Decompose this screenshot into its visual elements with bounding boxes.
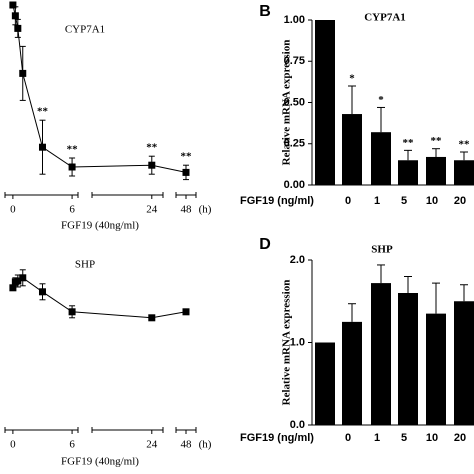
- y-tick-label: 0.0: [290, 419, 305, 431]
- y-axis-label: Relative mRNA expression: [281, 40, 293, 166]
- data-point: [19, 69, 27, 77]
- x-tick-label: 0: [10, 439, 16, 451]
- bar: [371, 132, 391, 185]
- data-line: [12, 277, 187, 319]
- bar: [315, 20, 335, 185]
- y-tick-label: 0.00: [284, 179, 305, 191]
- x-tick-label: 1: [374, 195, 380, 207]
- data-point: [11, 12, 19, 20]
- significance: **: [181, 151, 193, 163]
- significance: **: [146, 142, 158, 154]
- x-tick-label: 10: [426, 195, 438, 207]
- significance: **: [403, 137, 415, 149]
- data-point: [68, 308, 76, 316]
- significance: **: [37, 106, 49, 118]
- bar: [454, 301, 474, 425]
- data-point: [148, 161, 156, 169]
- panel-title: SHP: [371, 244, 393, 256]
- x-tick-label: 0: [10, 204, 16, 216]
- y-axis-label: Relative mRNA expression: [281, 280, 293, 406]
- significance: **: [431, 135, 443, 147]
- bar: [398, 160, 418, 185]
- panel-title: CYP7A1: [364, 12, 406, 24]
- x-axis-label: FGF19 (ng/ml): [240, 432, 314, 444]
- x-axis-unit: (h): [199, 204, 212, 216]
- data-point: [182, 168, 190, 176]
- x-tick-label: 6: [69, 439, 75, 451]
- x-tick-label: 48: [181, 439, 193, 451]
- x-tick-label: 5: [401, 432, 407, 444]
- panel-title: SHP: [75, 259, 95, 271]
- data-point: [68, 163, 76, 171]
- y-tick-label: 1.0: [290, 336, 305, 348]
- x-axis-label: FGF19 (40ng/ml): [61, 456, 139, 468]
- x-tick-label: 20: [454, 432, 466, 444]
- panel-title: CYP7A1: [65, 24, 105, 36]
- panel-letter: B: [259, 3, 271, 20]
- bar: [398, 293, 418, 425]
- bar: [342, 114, 362, 185]
- bar: [315, 342, 335, 425]
- significance: *: [349, 73, 355, 85]
- x-tick-label: 0: [345, 195, 351, 207]
- data-point: [38, 288, 46, 296]
- x-axis-label: FGF19 (40ng/ml): [61, 220, 139, 232]
- x-tick-label: 48: [181, 204, 193, 216]
- x-tick-label: 24: [146, 439, 158, 451]
- significance: **: [67, 144, 79, 156]
- data-point: [14, 24, 22, 32]
- y-tick-label: 0.25: [284, 138, 305, 150]
- x-tick-label: 5: [401, 195, 407, 207]
- bar: [454, 160, 474, 185]
- x-tick-label: 6: [69, 204, 75, 216]
- bar: [426, 313, 446, 425]
- x-tick-label: 0: [345, 432, 351, 444]
- x-tick-label: 20: [454, 195, 466, 207]
- data-point: [14, 277, 22, 285]
- bar: [426, 156, 446, 185]
- bar: [371, 283, 391, 425]
- x-axis-label: FGF19 (ng/ml): [240, 195, 314, 207]
- panel-letter: D: [259, 236, 271, 253]
- y-tick-label: 2.0: [290, 254, 305, 266]
- data-point: [182, 308, 190, 316]
- y-tick-label: 1.00: [284, 14, 305, 26]
- significance: *: [378, 94, 384, 106]
- data-point: [148, 314, 156, 322]
- x-tick-label: 10: [426, 432, 438, 444]
- x-tick-label: 1: [374, 432, 380, 444]
- y-tick-label: 0.75: [284, 55, 305, 67]
- data-point: [38, 143, 46, 151]
- x-axis-unit: (h): [199, 439, 212, 451]
- bar: [342, 321, 362, 425]
- significance: **: [459, 139, 471, 151]
- y-tick-label: 0.50: [284, 96, 305, 108]
- x-tick-label: 24: [146, 204, 158, 216]
- data-point: [9, 1, 17, 9]
- data-point: [19, 274, 27, 282]
- data-point: [9, 284, 17, 292]
